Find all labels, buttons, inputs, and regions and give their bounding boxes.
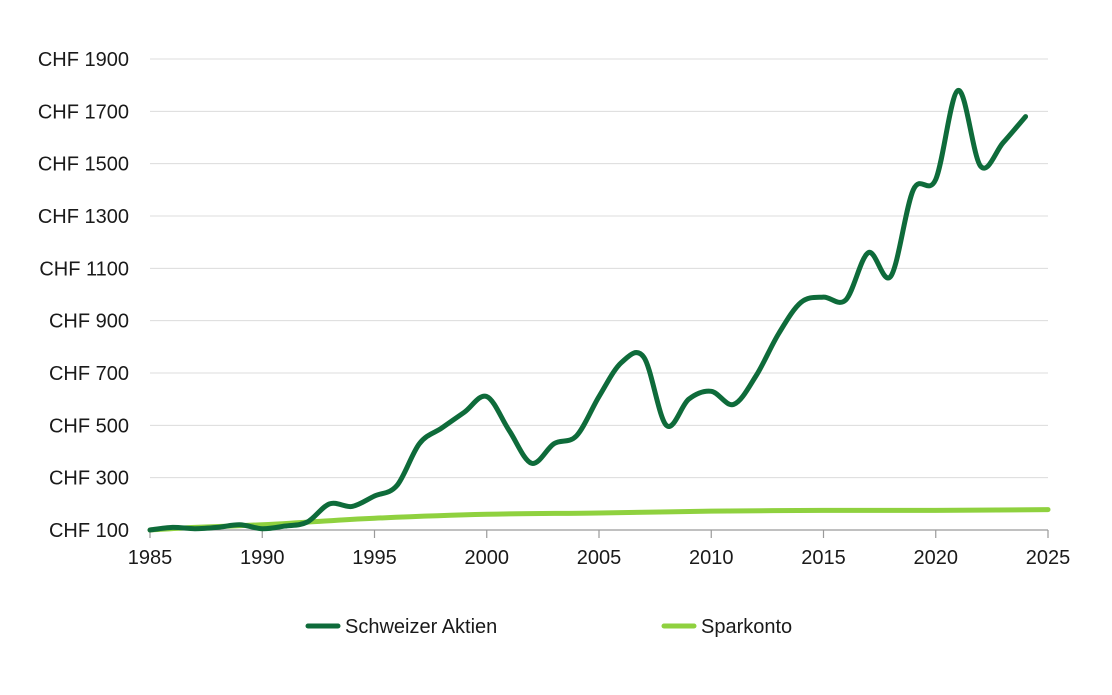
y-tick-label: CHF 500 — [49, 415, 129, 437]
x-tick-label: 2020 — [914, 547, 959, 569]
x-tick-label: 2015 — [801, 547, 846, 569]
x-tick-label: 2000 — [465, 547, 510, 569]
y-tick-label: CHF 700 — [49, 363, 129, 385]
x-tick-label: 1985 — [128, 547, 173, 569]
series-lines — [147, 87, 1051, 533]
gridlines — [150, 58, 1048, 479]
y-tick-label: CHF 100 — [49, 520, 129, 542]
x-tick-label: 1990 — [240, 547, 285, 569]
y-tick-label: CHF 300 — [49, 468, 129, 490]
y-tick-label: CHF 1700 — [38, 101, 129, 123]
legend-label: Sparkonto — [701, 616, 792, 638]
legend: Schweizer Aktien Sparkonto — [305, 616, 792, 638]
legend-label: Schweizer Aktien — [345, 616, 497, 638]
y-tick-label: CHF 1900 — [38, 49, 129, 71]
legend-item-sparkonto: Sparkonto — [661, 616, 792, 638]
legend-item-schweizer-aktien: Schweizer Aktien — [305, 616, 497, 638]
x-tick-label: 1995 — [352, 547, 397, 569]
y-tick-label: CHF 1300 — [38, 206, 129, 228]
x-tick-label: 2010 — [689, 547, 734, 569]
y-tick-label: CHF 1100 — [39, 258, 129, 280]
x-tick-label: 2025 — [1026, 547, 1071, 569]
y-tick-label: CHF 900 — [49, 311, 129, 333]
series-line-sparkonto — [147, 507, 1051, 533]
axes: CHF 100 CHF 300 CHF 500 CHF 700 CHF 900 CHF 1… — [38, 49, 1070, 569]
x-tick-label: 2005 — [577, 547, 622, 569]
series-line-schweizer-aktien — [147, 87, 1029, 533]
y-tick-label: CHF 1500 — [38, 154, 129, 176]
